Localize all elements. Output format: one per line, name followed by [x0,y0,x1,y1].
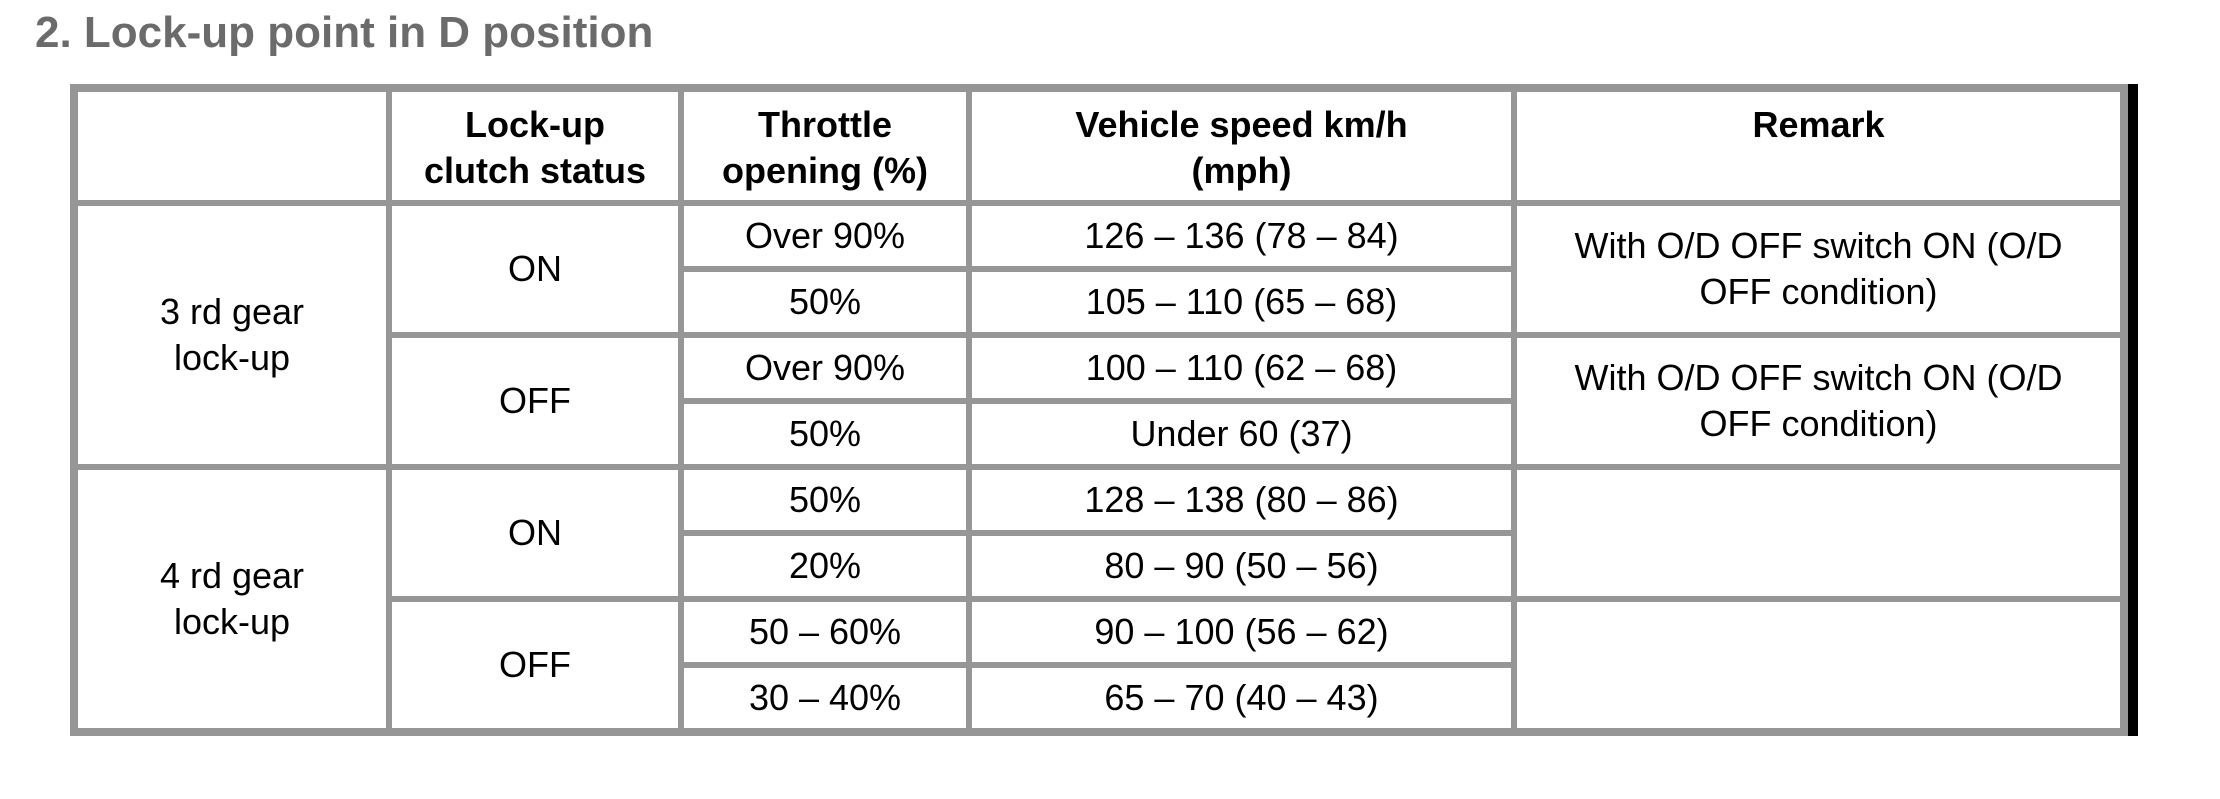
header-throttle-opening: Throttle opening (%) [678,84,972,207]
status-cell: OFF [386,596,684,736]
table-row: OFF Over 90% 100 – 110 (62 – 68) With O/… [74,332,2127,471]
header-row: Lock-up clutch status Throttle opening (… [71,84,2127,207]
throttle-cell: Over 90% [678,200,972,273]
throttle-cell: 50% [678,398,972,471]
speed-cell: 80 – 90 (50 – 56) [966,530,1517,603]
speed-cell: 90 – 100 (56 – 62) [966,596,1517,669]
page-title: 2. Lock-up point in D position [35,8,654,57]
table-body: 3 rd gear lock-up ON Over 90% 126 – 136 … [71,200,2127,736]
gear-cell: 3 rd gear lock-up [71,200,392,471]
remark-cell [1511,596,2127,736]
speed-cell: 128 – 138 (80 – 86) [966,464,1517,537]
gear-cell: 4 rd gear lock-up [71,464,392,736]
throttle-cell: 50% [678,464,972,537]
throttle-cell: 50% [678,266,972,339]
throttle-cell: 20% [678,530,972,603]
speed-cell: 65 – 70 (40 – 43) [966,662,1517,736]
lockup-point-table: Lock-up clutch status Throttle opening (… [70,84,2128,737]
speed-cell: 126 – 136 (78 – 84) [966,200,1517,273]
remark-cell: With O/D OFF switch ON (O/D OFF conditio… [1511,200,2127,339]
document-page: 2. Lock-up point in D position Lock-up c… [35,8,2138,737]
remark-cell [1511,464,2127,603]
speed-cell: 105 – 110 (65 – 68) [966,266,1517,339]
table-row: 50% Under 60 (37) [74,398,2124,471]
table-row: 30 – 40% 65 – 70 (40 – 43) [74,662,2124,736]
throttle-cell: Over 90% [678,332,972,405]
header-remark: Remark [1511,84,2127,207]
speed-cell: Under 60 (37) [966,398,1517,471]
status-cell: OFF [386,332,684,471]
throttle-cell: 30 – 40% [678,662,972,736]
header-vehicle-speed: Vehicle speed km/h (mph) [966,84,1517,207]
table-row: 50% 105 – 110 (65 – 68) [74,266,2124,339]
status-cell: ON [386,200,684,339]
throttle-cell: 50 – 60% [678,596,972,669]
speed-cell: 100 – 110 (62 – 68) [966,332,1517,405]
table-header: Lock-up clutch status Throttle opening (… [71,84,2127,207]
table-row: 4 rd gear lock-up ON 50% 128 – 138 (80 –… [71,464,2127,736]
remark-cell: With O/D OFF switch ON (O/D OFF conditio… [1511,332,2127,471]
table-row: OFF 50 – 60% 90 – 100 (56 – 62) [74,596,2127,736]
header-lockup-clutch-status: Lock-up clutch status [386,84,684,207]
table-shadow-wrapper: Lock-up clutch status Throttle opening (… [70,84,2138,737]
table-row: 3 rd gear lock-up ON Over 90% 126 – 136 … [71,200,2127,471]
table-row: 20% 80 – 90 (50 – 56) [74,530,2124,603]
status-cell: ON [386,464,684,603]
header-gear [71,84,392,207]
